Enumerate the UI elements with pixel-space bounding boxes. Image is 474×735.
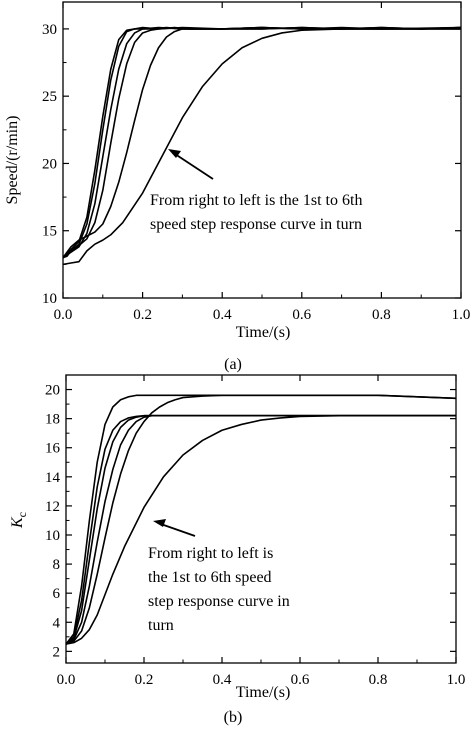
chart-a-x-tick-label: 0.0 [54, 307, 73, 323]
chart-b-y-tick-label: 16 [45, 441, 61, 457]
chart-b-y-tick-label: 10 [45, 528, 60, 544]
chart-b-annotation-line-4: turn [148, 617, 174, 634]
chart-b-series-line-6 [65, 414, 456, 645]
chart-a-x-tick-label: 1.0 [452, 307, 471, 323]
chart-b-annotation-line-2: the 1st to 6th speed [148, 569, 272, 586]
chart-a-y-axis-title: Speed/(r/min) [4, 116, 21, 205]
chart-b-panel-label: (b) [224, 709, 243, 726]
chart-b-y-tick-label: 6 [53, 586, 61, 602]
chart-b-y-tick-label: 8 [53, 557, 61, 573]
chart-b-x-tick-label: 0.2 [135, 672, 154, 688]
chart-b-y-tick-label: 18 [45, 412, 60, 428]
chart-a-x-tick-label: 0.2 [133, 307, 152, 323]
chart-b: 0.0 0.2 0.4 0.6 0.8 1.0 2 4 6 8 10 12 14 16 18 20 Time/… [9, 374, 466, 726]
chart-b-y-tick-label: 20 [45, 383, 60, 399]
chart-a-x-axis-title: Time/(s) [236, 324, 291, 341]
chart-b-annotation-line-1: From right to left is [148, 545, 273, 562]
chart-a-y-tick-label: 15 [42, 224, 57, 240]
svg-text:Kc: Kc [9, 512, 29, 529]
chart-a-marks: 0.0 0.2 0.4 0.6 0.8 1.0 10 15 20 25 30 [42, 1, 471, 323]
chart-b-y-axis-title-sub: c [15, 512, 29, 517]
chart-b-marks: 0.0 0.2 0.4 0.6 0.8 1.0 2 4 6 8 10 12 14 16 18 20 [45, 374, 466, 688]
chart-b-x-tick-label: 1.0 [447, 672, 466, 688]
chart-a-y-tick-label: 10 [42, 291, 57, 307]
chart-b-annotation-line-3: step response curve in [148, 593, 290, 610]
chart-b-y-tick-label: 2 [53, 644, 61, 660]
chart-a: 0.0 0.2 0.4 0.6 0.8 1.0 10 15 20 25 30 Time/(s) Sp… [4, 1, 471, 373]
chart-b-annotation-arrow [153, 519, 196, 537]
chart-a-y-tick-label: 20 [42, 156, 57, 172]
chart-b-x-tick-label: 0.8 [369, 672, 388, 688]
chart-a-series-line-6 [62, 26, 462, 266]
chart-a-annotation-arrow [168, 149, 214, 180]
chart-b-plot-frame [65, 374, 457, 664]
chart-a-x-tick-label: 0.4 [213, 307, 232, 323]
chart-b-y-tick-label: 14 [45, 470, 61, 486]
chart-a-plot-frame [62, 1, 462, 299]
chart-b-annotation: From right to left is the 1st to 6th spe… [148, 545, 290, 634]
chart-a-series-line-5 [62, 26, 462, 259]
chart-b-y-axis-title-main: K [9, 516, 26, 529]
chart-b-x-tick-label: 0.4 [213, 672, 232, 688]
chart-b-x-tick-label: 0.6 [291, 672, 310, 688]
chart-a-x-tick-label: 0.6 [292, 307, 311, 323]
chart-b-x-tick-label: 0.0 [57, 672, 76, 688]
chart-a-x-tick-label: 0.8 [372, 307, 391, 323]
chart-b-y-tick-label: 12 [45, 499, 60, 515]
chart-a-panel-label: (a) [224, 356, 242, 373]
chart-b-series-line-5 [65, 394, 457, 645]
chart-a-annotation-line-1: From right to left is the 1st to 6th [150, 192, 362, 209]
chart-b-x-axis-title: Time/(s) [236, 684, 291, 701]
chart-a-annotation-line-2: speed step response curve in turn [150, 216, 362, 233]
chart-a-annotation: From right to left is the 1st to 6th spe… [150, 192, 362, 233]
chart-b-y-axis-title: Kc [9, 512, 29, 529]
chart-a-y-tick-label: 30 [42, 22, 57, 38]
chart-a-y-tick-label: 25 [42, 89, 57, 105]
chart-b-y-tick-label: 4 [53, 615, 61, 631]
